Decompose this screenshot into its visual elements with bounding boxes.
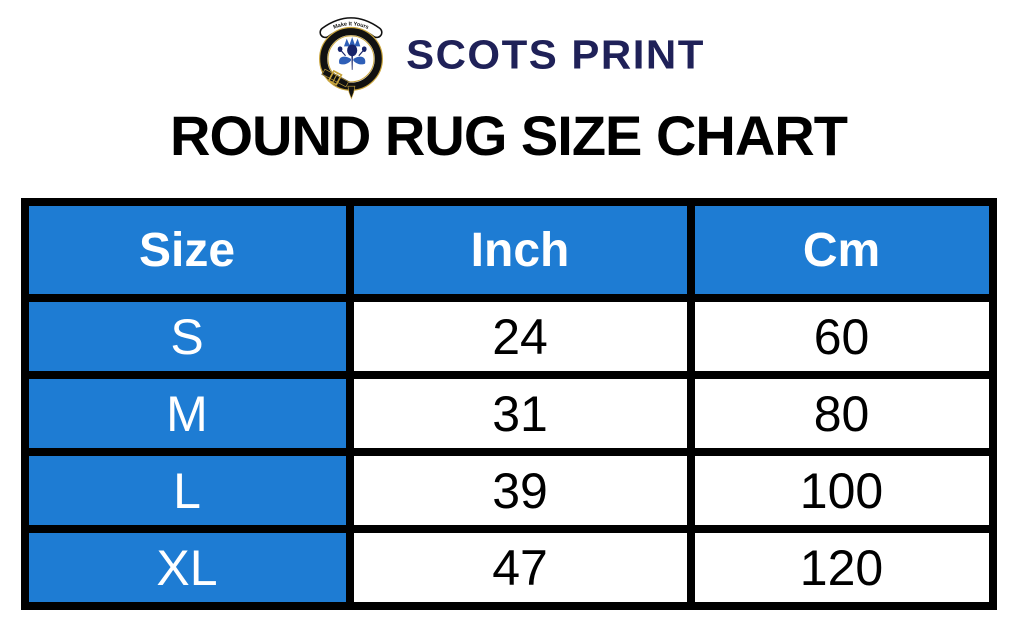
inch-cell: 31 [345,371,695,457]
size-cell: L [20,448,354,534]
size-cell: M [20,371,354,457]
table-row-xl: XL 47 120 [20,525,997,611]
column-header-size: Size [20,198,354,303]
table-row-m: M 31 80 [20,371,997,457]
clan-crest-logo-icon: Make It Yours [319,17,384,100]
column-header-cm: Cm [686,198,997,303]
page-title: ROUND RUG SIZE CHART [170,104,848,167]
cm-cell: 100 [686,448,997,534]
column-header-inch: Inch [345,198,695,303]
cm-cell: 80 [686,371,997,457]
size-cell: XL [20,525,354,611]
banner-text: Make It Yours [333,21,370,30]
table-header-row: Size Inch Cm [20,198,997,303]
cm-cell: 120 [686,525,997,611]
table-row-l: L 39 100 [20,448,997,534]
thistle-icon [337,37,367,70]
inch-cell: 39 [345,448,695,534]
banner-ribbon [321,18,382,37]
cm-cell: 60 [686,294,997,380]
table-row-s: S 24 60 [20,294,997,380]
size-cell: S [20,294,354,380]
brand-name: SCOTS PRINT [406,31,705,78]
size-chart-table: Size Inch Cm S 24 60 M 31 80 L 39 100 [20,198,997,611]
crest-gold-inner-ring [327,35,375,83]
brand-header: Make It Yours [0,0,1017,100]
inch-cell: 47 [345,525,695,611]
belt-strap-tail [347,85,356,100]
inch-cell: 24 [345,294,695,380]
belt-buckle-icon [321,68,350,88]
